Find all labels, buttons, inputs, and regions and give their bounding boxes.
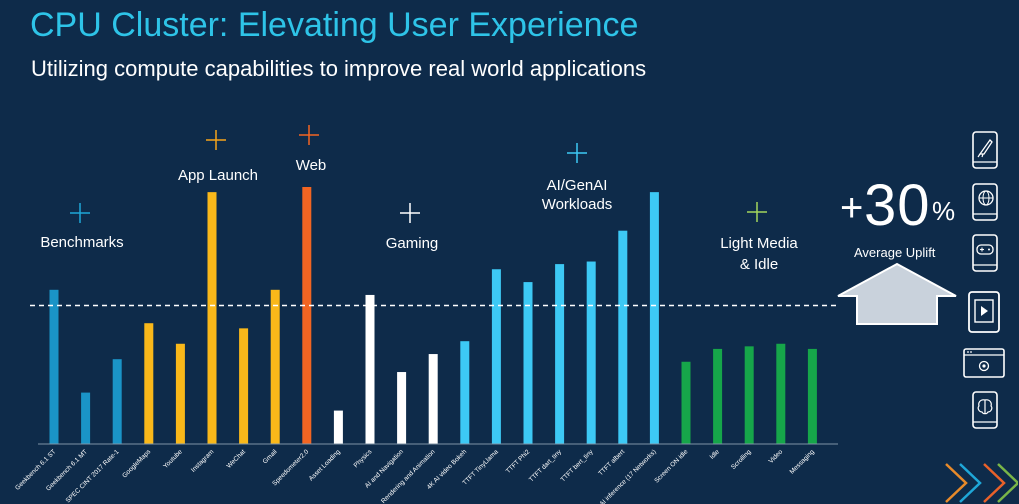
category-label: Gmail bbox=[262, 448, 279, 465]
uplift-plus-sign: + bbox=[840, 186, 864, 230]
group-label: Gaming bbox=[386, 235, 439, 252]
category-label: TTFT albert bbox=[597, 448, 626, 477]
category-label: GoogleMaps bbox=[121, 448, 153, 480]
uplift-label: Average Uplift bbox=[854, 245, 936, 260]
bar-4k-ai-video-bokeh bbox=[460, 341, 470, 444]
page-subtitle: Utilizing compute capabilities to improv… bbox=[31, 56, 647, 81]
group-label: Light Media bbox=[720, 235, 798, 252]
category-label: SPEC CINT 2017 Rate-1 bbox=[65, 448, 121, 504]
category-label: TTFT bert_tiny bbox=[560, 448, 596, 484]
uplift-arrow bbox=[837, 262, 957, 325]
group-label: & Idle bbox=[740, 256, 778, 273]
group-label: Web bbox=[296, 157, 327, 174]
bar-ttft-phi2 bbox=[523, 282, 533, 444]
rocket-phone-icon bbox=[972, 131, 998, 169]
bar-gmail bbox=[270, 289, 280, 444]
bar-googlemaps bbox=[144, 323, 154, 444]
category-label: TTFT dart_tiny bbox=[528, 448, 564, 484]
chevron-logo-icon bbox=[945, 463, 1018, 503]
bar-ai-inference-17-networks- bbox=[649, 192, 659, 444]
bar-instagram bbox=[207, 192, 217, 444]
bar-rendering-and-animation bbox=[428, 354, 438, 444]
bar-ttft-albert bbox=[618, 230, 628, 444]
bar-scrolling bbox=[744, 346, 754, 444]
bar-idle bbox=[713, 348, 723, 444]
bar-geekbench-6-1-mt bbox=[81, 392, 91, 444]
bar-youtube bbox=[175, 343, 185, 444]
category-label: Physics bbox=[353, 448, 374, 469]
bar-messaging bbox=[807, 348, 817, 444]
category-label: Idle bbox=[709, 448, 722, 461]
bar-ttft-tinyllama bbox=[491, 269, 501, 444]
settings-window-icon bbox=[963, 348, 1005, 378]
bar-video bbox=[776, 343, 786, 444]
group-label: AI/GenAI bbox=[547, 177, 608, 194]
category-label: Screen ON idle bbox=[653, 448, 689, 484]
category-label: Youtube bbox=[162, 448, 184, 470]
category-label: Video bbox=[768, 448, 785, 465]
bar-speedometer2-0 bbox=[302, 187, 312, 444]
category-label: Rendering and Animation bbox=[380, 448, 437, 504]
video-tablet-icon bbox=[968, 291, 1000, 333]
bar-ttft-bert-tiny bbox=[586, 261, 596, 444]
category-label: Scrolling bbox=[730, 448, 753, 471]
category-label: Messaging bbox=[789, 448, 816, 475]
group-label: App Launch bbox=[178, 167, 258, 184]
category-label: WeChat bbox=[226, 448, 248, 470]
bar-physics bbox=[365, 294, 375, 444]
bar-ttft-dart-tiny bbox=[555, 264, 565, 444]
globe-phone-icon bbox=[972, 183, 998, 221]
category-label: Instagram bbox=[190, 448, 215, 473]
bar-ai-and-navigation bbox=[397, 372, 407, 444]
group-label: Workloads bbox=[542, 196, 613, 213]
bar-wechat bbox=[239, 328, 249, 444]
bar-geekbench-6-1-st bbox=[49, 289, 59, 444]
category-label: AI inference (17 Networks) bbox=[598, 448, 657, 504]
uplift-percent-sign: % bbox=[932, 196, 956, 226]
group-label: Benchmarks bbox=[40, 234, 123, 251]
bar-screen-on-idle bbox=[681, 361, 691, 444]
category-label: TTFT Phi2 bbox=[505, 448, 532, 475]
gamepad-phone-icon bbox=[972, 234, 998, 272]
bar-spec-cint-2017-rate-1 bbox=[112, 359, 122, 444]
page-title: CPU Cluster: Elevating User Experience bbox=[30, 6, 639, 44]
uplift-value: 30 bbox=[864, 173, 931, 238]
brain-phone-icon bbox=[972, 391, 998, 429]
bar-asset-loading bbox=[333, 410, 343, 444]
category-label: Asset Loading bbox=[308, 448, 342, 482]
